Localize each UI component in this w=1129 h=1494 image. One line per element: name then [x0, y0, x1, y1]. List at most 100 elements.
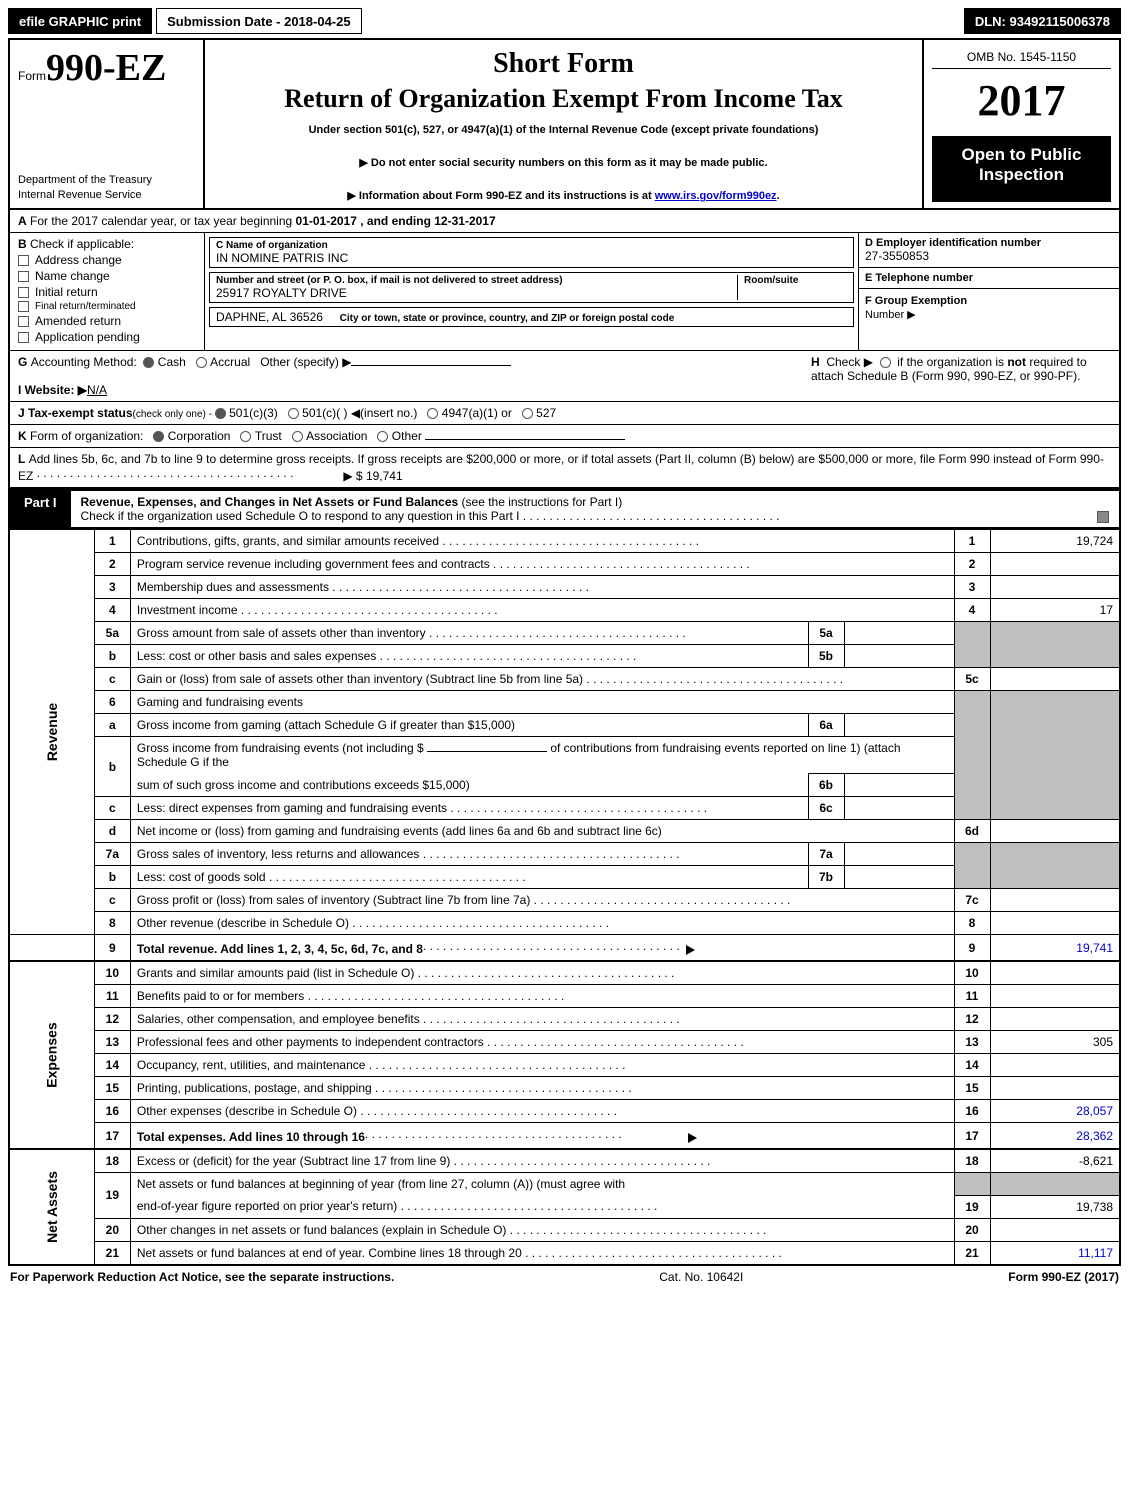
d6b1: Gross income from fundraising events (no…: [137, 741, 427, 755]
table-row: Net Assets 18 Excess or (deficit) for th…: [9, 1149, 1120, 1173]
desc-6d: Net income or (loss) from gaming and fun…: [130, 820, 954, 843]
radio-501c-icon[interactable]: [288, 408, 299, 419]
desc-19b: end-of-year figure reported on prior yea…: [130, 1195, 954, 1218]
k-other: Other: [392, 429, 422, 443]
table-row: b Less: cost or other basis and sales ex…: [9, 645, 1120, 668]
mini-5a: 5a: [808, 622, 844, 645]
org-name-value: IN NOMINE PATRIS INC: [216, 251, 847, 265]
mini-5b: 5b: [808, 645, 844, 668]
sm-7b: [844, 866, 954, 889]
box-3: 3: [954, 576, 990, 599]
ln-6c: c: [94, 797, 130, 820]
chk-application-pending[interactable]: Application pending: [18, 330, 196, 344]
box-d: D Employer identification number 27-3550…: [859, 233, 1119, 268]
instructions-link[interactable]: www.irs.gov/form990ez: [655, 190, 777, 202]
checkbox-icon: [18, 301, 29, 312]
radio-527-icon[interactable]: [522, 408, 533, 419]
desc-6: Gaming and fundraising events: [130, 691, 954, 714]
h-check-label: Check ▶: [826, 355, 873, 369]
d4: Investment income: [137, 603, 498, 617]
line-g: G Accounting Method: Cash Accrual Other …: [18, 355, 811, 397]
radio-other-icon[interactable]: [377, 431, 388, 442]
chk-label: Name change: [35, 269, 110, 283]
dln-badge: DLN: 93492115006378: [964, 8, 1121, 34]
d19b: end-of-year figure reported on prior yea…: [137, 1199, 657, 1213]
amt-16: 28,057: [990, 1100, 1120, 1123]
radio-accrual-icon[interactable]: [196, 357, 207, 368]
amt-8: [990, 912, 1120, 935]
radio-assoc-icon[interactable]: [292, 431, 303, 442]
6b-blank[interactable]: [427, 751, 547, 752]
part-i-see: (see the instructions for Part I): [458, 495, 622, 509]
vtxt-revenue: Revenue: [44, 703, 60, 761]
chk-label: Amended return: [35, 314, 121, 328]
ln-21: 21: [94, 1241, 130, 1265]
ln-13: 13: [94, 1031, 130, 1054]
amt-1: 19,724: [990, 530, 1120, 553]
header-mid: Short Form Return of Organization Exempt…: [205, 40, 924, 208]
k-other-blank[interactable]: [425, 439, 625, 440]
table-row: c Gain or (loss) from sale of assets oth…: [9, 668, 1120, 691]
radio-4947-icon[interactable]: [427, 408, 438, 419]
chk-initial-return[interactable]: Initial return: [18, 285, 196, 299]
checkbox-icon: [18, 332, 29, 343]
b-title: Check if applicable:: [30, 237, 134, 251]
d3: Membership dues and assessments: [137, 580, 589, 594]
radio-501c3-icon[interactable]: [215, 408, 226, 419]
box-12: 12: [954, 1008, 990, 1031]
inspect-line2: Inspection: [936, 165, 1107, 185]
box-e: E Telephone number: [859, 268, 1119, 289]
chk-final-return[interactable]: Final return/terminated: [18, 301, 196, 312]
h-checkbox-icon[interactable]: [880, 357, 891, 368]
box-15: 15: [954, 1077, 990, 1100]
mini-6a: 6a: [808, 714, 844, 737]
g-other-blank[interactable]: [351, 365, 511, 366]
table-row: 21Net assets or fund balances at end of …: [9, 1241, 1120, 1265]
submission-date: Submission Date - 2018-04-25: [156, 8, 362, 34]
ln-15: 15: [94, 1077, 130, 1100]
sm-7a: [844, 843, 954, 866]
ln-17: 17: [94, 1123, 130, 1150]
chk-label: Initial return: [35, 285, 98, 299]
desc-14: Occupancy, rent, utilities, and maintena…: [130, 1054, 954, 1077]
radio-corp-icon[interactable]: [153, 431, 164, 442]
chk-name-change[interactable]: Name change: [18, 269, 196, 283]
table-row: 3 Membership dues and assessments 3: [9, 576, 1120, 599]
chk-address-change[interactable]: Address change: [18, 253, 196, 267]
website-value: N/A: [87, 383, 107, 397]
ln-6a: a: [94, 714, 130, 737]
box-2: 2: [954, 553, 990, 576]
table-row: 11Benefits paid to or for members11: [9, 985, 1120, 1008]
g-accrual: Accrual: [210, 355, 250, 369]
table-row: c Gross profit or (loss) from sales of i…: [9, 889, 1120, 912]
room-label: Room/suite: [744, 275, 847, 286]
city-value: DAPHNE, AL 36526: [216, 310, 323, 324]
desc-5b: Less: cost or other basis and sales expe…: [130, 645, 808, 668]
radio-trust-icon[interactable]: [240, 431, 251, 442]
d6c: Less: direct expenses from gaming and fu…: [137, 801, 707, 815]
box-20: 20: [954, 1218, 990, 1241]
org-name-label: C Name of organization: [216, 240, 847, 251]
grey-7ab-amt: [990, 843, 1120, 889]
amt-6d: [990, 820, 1120, 843]
line-a: A For the 2017 calendar year, or tax yea…: [8, 210, 1121, 233]
table-row: 5a Gross amount from sale of assets othe…: [9, 622, 1120, 645]
box-5c: 5c: [954, 668, 990, 691]
chk-label: Final return/terminated: [35, 301, 136, 312]
grey-5ab-amt: [990, 622, 1120, 668]
city-label: City or town, state or province, country…: [340, 313, 675, 324]
d7b: Less: cost of goods sold: [137, 870, 526, 884]
desc-18: Excess or (deficit) for the year (Subtra…: [130, 1149, 954, 1173]
h-not: not: [1007, 355, 1026, 369]
chk-amended-return[interactable]: Amended return: [18, 314, 196, 328]
chk-label: Application pending: [35, 330, 140, 344]
ln-1: 1: [94, 530, 130, 553]
g-label: Accounting Method:: [31, 355, 137, 369]
desc-21: Net assets or fund balances at end of ye…: [130, 1241, 954, 1265]
part-i-checkbox-icon[interactable]: [1097, 511, 1109, 523]
radio-cash-icon[interactable]: [143, 357, 154, 368]
amt-9: 19,741: [990, 935, 1120, 962]
table-row: 16Other expenses (describe in Schedule O…: [9, 1100, 1120, 1123]
grey-19-amt: [990, 1173, 1120, 1196]
desc-8: Other revenue (describe in Schedule O): [130, 912, 954, 935]
